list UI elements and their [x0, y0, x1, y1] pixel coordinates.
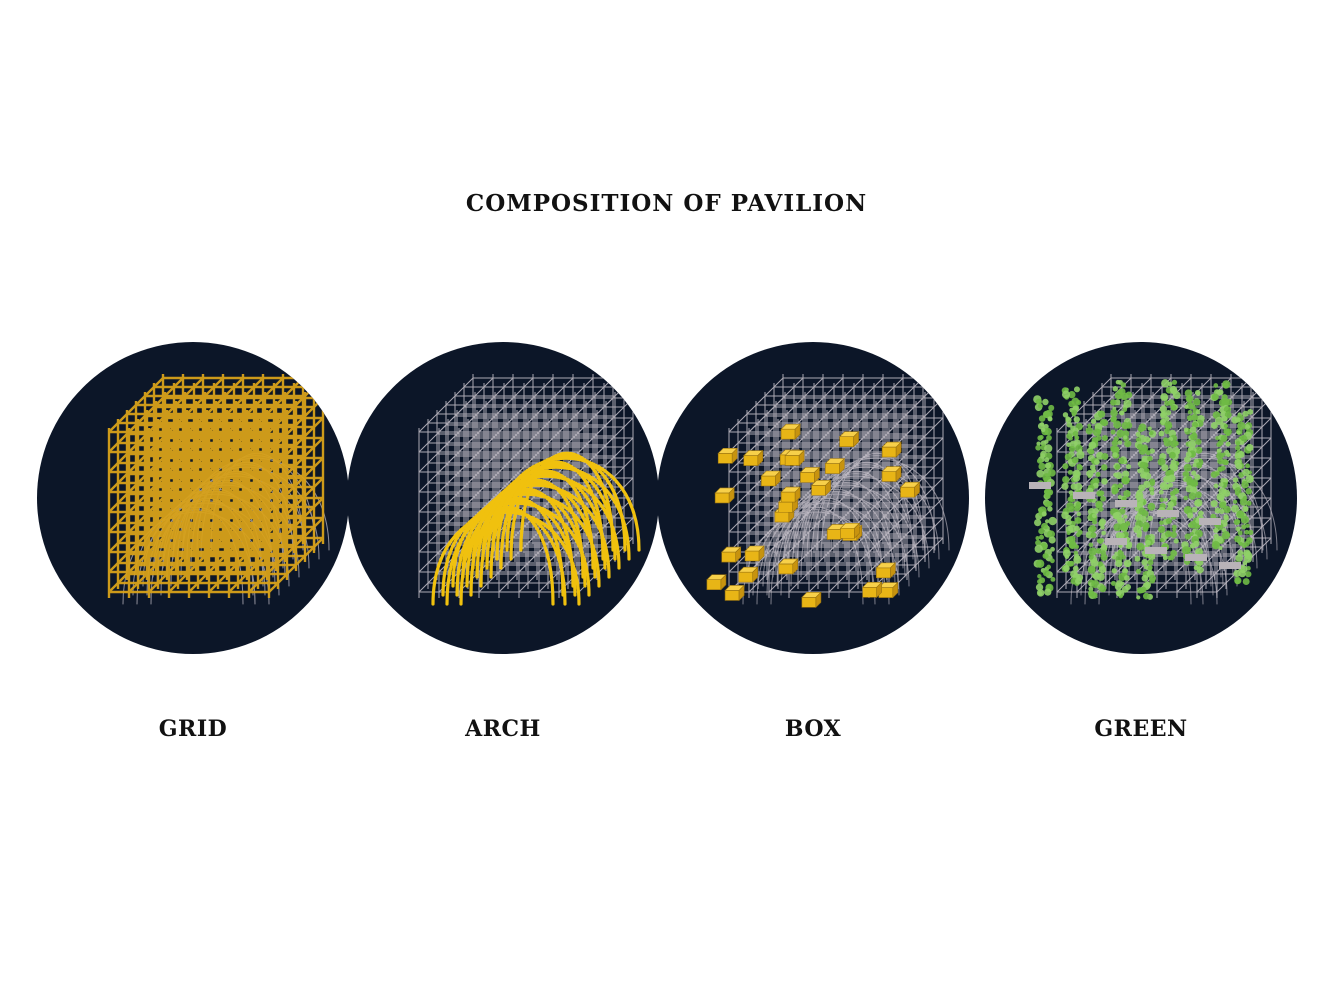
box-module [839, 522, 861, 539]
box-module [738, 566, 759, 583]
box-module [881, 441, 902, 458]
panel-grid: GRID [37, 342, 349, 742]
box-module [780, 486, 801, 503]
box-module [720, 546, 742, 563]
box-diagram [657, 342, 969, 654]
arch-ribs [431, 451, 641, 606]
green-diagram [985, 342, 1297, 654]
box-module [744, 545, 765, 562]
page-title: COMPOSITION OF PAVILION [465, 190, 868, 217]
box-module [899, 481, 921, 498]
panel-label-green: GREEN [1094, 716, 1188, 742]
box-module [801, 591, 822, 609]
box-module [724, 584, 745, 602]
box-module [714, 487, 735, 504]
panel-box: BOX [657, 342, 969, 742]
box-module [780, 423, 801, 440]
panel-label-box: BOX [784, 716, 842, 742]
panel-arch: ARCH [347, 342, 659, 742]
box-module [861, 581, 883, 599]
arch-diagram [347, 342, 659, 654]
box-module [717, 447, 738, 465]
box-module [706, 574, 727, 591]
grid-diagram [37, 342, 349, 654]
box-module [824, 457, 846, 475]
panel-green: GREEN [985, 342, 1297, 742]
box-module [881, 465, 902, 483]
box-module [799, 466, 821, 484]
box-module [778, 558, 799, 575]
panel-label-arch: ARCH [465, 716, 541, 742]
box-module [784, 449, 805, 467]
panel-label-grid: GRID [158, 716, 228, 742]
box-module [875, 562, 897, 579]
frame-lines [107, 374, 325, 598]
box-module [878, 581, 899, 599]
box-module [760, 470, 782, 487]
arch-ribs [742, 453, 950, 605]
box-module [838, 431, 860, 448]
box-modules [706, 423, 921, 609]
box-module [810, 479, 832, 497]
box-module [743, 449, 764, 467]
green-planting [1033, 379, 1254, 600]
planter-blocks [1029, 482, 1241, 569]
